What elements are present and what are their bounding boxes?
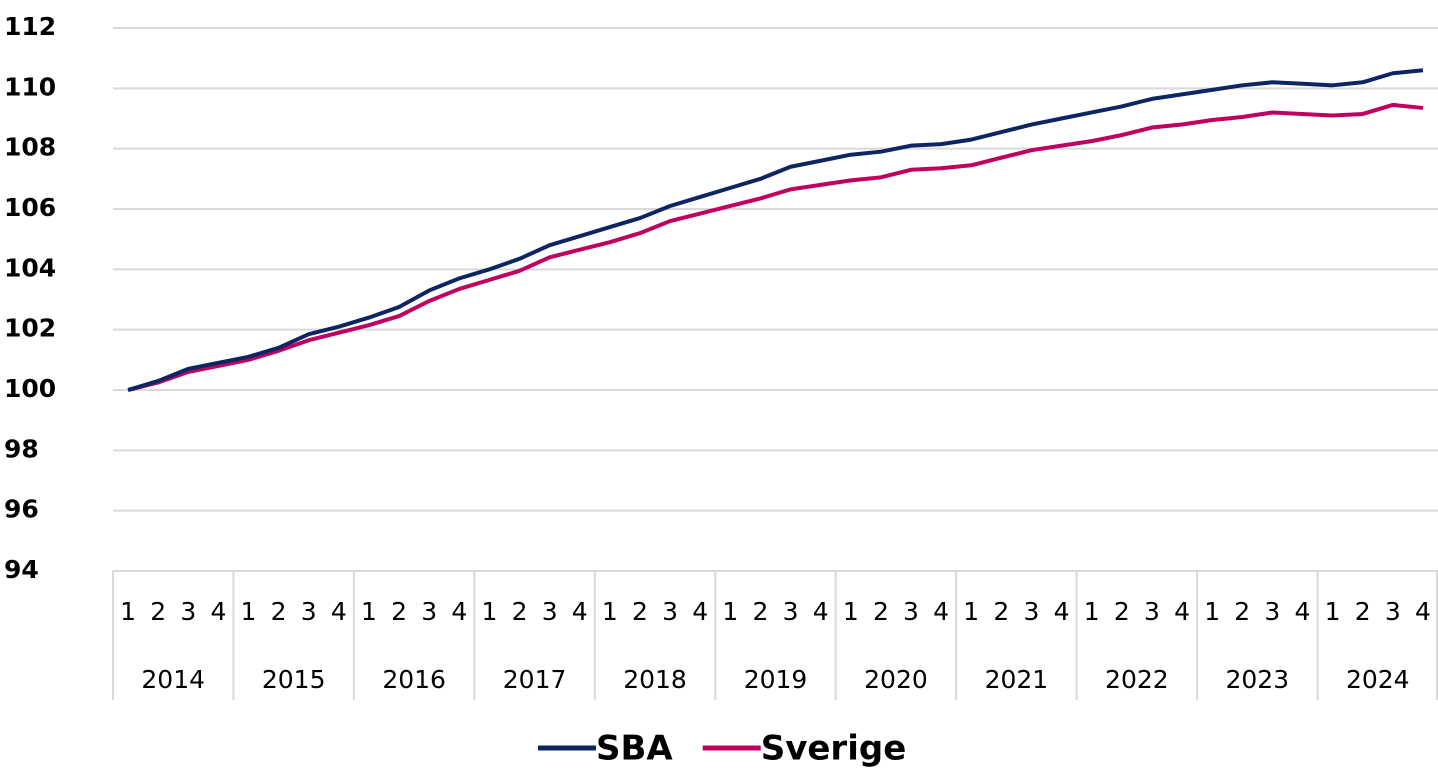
x-tick-label: 4	[1415, 597, 1431, 626]
legend-label: SBA	[596, 729, 673, 769]
x-tick-label: 3	[662, 597, 678, 626]
y-tick-label: 112	[4, 12, 56, 41]
x-tick-label: 4	[210, 597, 226, 626]
x-tick-label: 3	[1385, 597, 1401, 626]
group-label: 2023	[1226, 665, 1290, 694]
x-tick-label: 1	[963, 597, 979, 626]
x-tick-label: 4	[451, 597, 467, 626]
group-label: 2016	[382, 665, 446, 694]
y-tick-label: 100	[4, 374, 56, 403]
x-tick-label: 1	[843, 597, 859, 626]
x-tick-label: 3	[180, 597, 196, 626]
series-line	[127, 102, 1424, 392]
group-label: 2024	[1346, 665, 1410, 694]
x-tick-label: 4	[692, 597, 708, 626]
x-tick-label: 3	[421, 597, 437, 626]
x-tick-label: 2	[1355, 597, 1371, 626]
y-tick-label: 110	[4, 72, 56, 101]
x-tick-label: 2	[512, 597, 528, 626]
x-tick-label: 1	[1084, 597, 1100, 626]
x-tick-label: 2	[271, 597, 287, 626]
x-tick-label: 1	[722, 597, 738, 626]
x-tick-label: 3	[301, 597, 317, 626]
y-tick-label: 108	[4, 133, 56, 162]
x-tick-label: 3	[1264, 597, 1280, 626]
x-tick-label: 3	[783, 597, 799, 626]
group-label: 2015	[262, 665, 326, 694]
x-tick-label: 2	[993, 597, 1009, 626]
x-tick-label: 1	[1325, 597, 1341, 626]
x-tick-label: 4	[331, 597, 347, 626]
group-label: 2022	[1105, 665, 1169, 694]
y-tick-label: 98	[4, 434, 39, 463]
x-tick-label: 2	[391, 597, 407, 626]
y-tick-label: 102	[4, 314, 56, 343]
x-tick-label: 1	[241, 597, 257, 626]
x-tick-label: 4	[572, 597, 588, 626]
x-tick-label: 1	[361, 597, 377, 626]
x-tick-label: 2	[150, 597, 166, 626]
series-line	[127, 68, 1424, 392]
x-tick-label: 2	[1234, 597, 1250, 626]
x-tick-label: 2	[873, 597, 889, 626]
x-tick-label: 4	[1295, 597, 1311, 626]
x-tick-label: 1	[120, 597, 136, 626]
x-tick-label: 1	[1204, 597, 1220, 626]
x-tick-label: 4	[1054, 597, 1070, 626]
x-tick-label: 3	[542, 597, 558, 626]
y-tick-label: 96	[4, 495, 39, 524]
group-label: 2017	[503, 665, 567, 694]
x-tick-label: 4	[1174, 597, 1190, 626]
y-tick-label: 104	[4, 253, 56, 282]
group-label: 2019	[744, 665, 808, 694]
x-tick-label: 2	[1114, 597, 1130, 626]
x-tick-label: 3	[903, 597, 919, 626]
group-label: 2020	[864, 665, 928, 694]
x-tick-label: 3	[1024, 597, 1040, 626]
y-tick-label: 106	[4, 193, 56, 222]
x-tick-label: 1	[481, 597, 497, 626]
group-label: 2018	[623, 665, 687, 694]
legend-label: Sverige	[761, 729, 907, 769]
x-tick-label: 4	[813, 597, 829, 626]
group-label: 2021	[985, 665, 1049, 694]
y-tick-label: 94	[4, 555, 39, 584]
x-tick-label: 4	[933, 597, 949, 626]
x-tick-label: 2	[632, 597, 648, 626]
x-tick-label: 3	[1144, 597, 1160, 626]
x-tick-label: 2	[752, 597, 768, 626]
x-tick-label: 1	[602, 597, 618, 626]
group-label: 2014	[141, 665, 205, 694]
